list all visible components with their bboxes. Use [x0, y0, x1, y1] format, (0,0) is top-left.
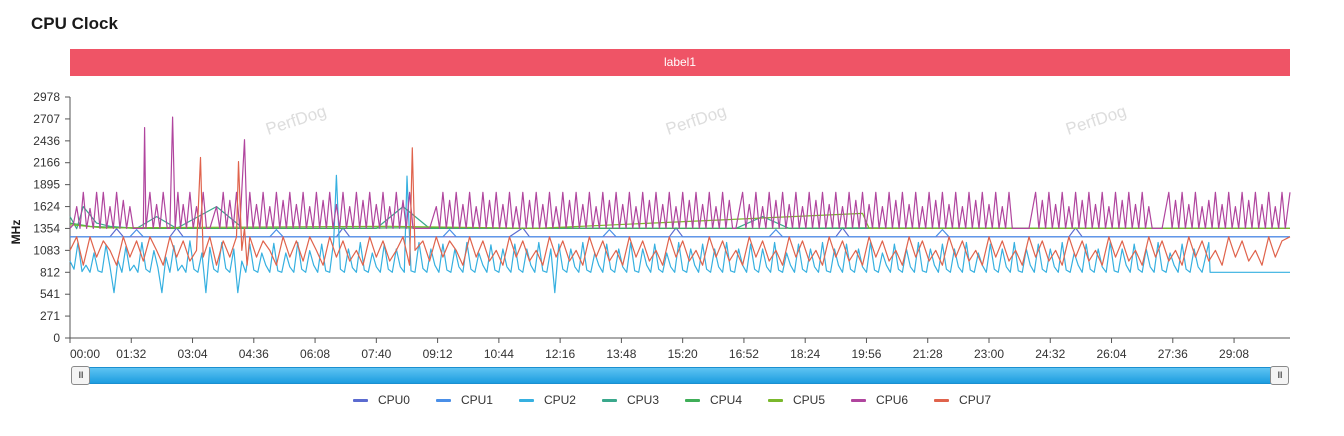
y-tick-label: 1624: [33, 200, 60, 214]
x-tick-label: 21:28: [913, 347, 943, 361]
x-tick-label: 13:48: [606, 347, 636, 361]
legend-item-cpu4[interactable]: CPU4: [685, 393, 742, 407]
x-tick-label: 23:00: [974, 347, 1004, 361]
series-line-cpu4: [69, 222, 1291, 229]
legend-swatch: [768, 398, 784, 402]
x-tick-label: 09:12: [423, 347, 453, 361]
legend-item-cpu3[interactable]: CPU3: [601, 393, 659, 407]
legend-swatch: [685, 398, 700, 402]
label-bar[interactable]: label1: [70, 49, 1290, 76]
legend-swatch: [435, 398, 451, 402]
watermark-text: PerfDog: [263, 101, 328, 138]
legend-label: CPU7: [959, 393, 992, 407]
zoom-slider-track[interactable]: [71, 367, 1289, 384]
series-line-cpu1: [70, 229, 1290, 238]
y-axis-label: MHz: [9, 220, 23, 245]
legend-label: CPU6: [876, 393, 909, 407]
y-tick-label: 1895: [33, 178, 60, 192]
x-tick-label: 10:44: [484, 347, 514, 361]
y-tick-label: 2166: [33, 156, 60, 170]
series-line-cpu5: [69, 212, 1290, 229]
series-line-cpu0: [70, 227, 1290, 238]
x-axis: 00:00 01:32 03:04 04:36 06:08 07:40 09:12 10:44…: [69, 337, 1290, 361]
legend-swatch: [851, 398, 867, 402]
zoom-slider-left-handle[interactable]: III: [71, 366, 90, 385]
x-tick-label: 19:56: [851, 347, 881, 361]
x-tick-label: 12:16: [545, 347, 575, 361]
legend-label: CPU1: [460, 393, 493, 407]
x-tick-label: 06:08: [300, 347, 330, 361]
series-lines: [69, 116, 1291, 294]
legend-item-cpu1[interactable]: CPU1: [435, 393, 493, 407]
y-axis: 0 271 541 812 1083 1354 1624 1895 2166 2436 2707 29…: [33, 90, 71, 345]
legend-label: CPU5: [793, 393, 826, 407]
watermarks: PerfDog PerfDog PerfDog: [263, 101, 1128, 138]
watermark-text: PerfDog: [663, 101, 728, 138]
legend-swatch: [601, 398, 617, 402]
y-tick-label: 271: [40, 309, 60, 323]
x-tick-label: 03:04: [178, 347, 208, 361]
y-tick-label: 541: [40, 287, 60, 301]
legend-item-cpu5[interactable]: CPU5: [768, 393, 825, 407]
legend-label: CPU3: [626, 393, 659, 407]
y-tick-label: 0: [53, 331, 60, 345]
legend-swatch: [518, 398, 534, 402]
x-tick-label: 29:08: [1219, 347, 1249, 361]
series-line-cpu6: [69, 116, 1291, 229]
legend-swatch: [352, 398, 368, 402]
page-title: CPU Clock: [31, 14, 118, 33]
y-tick-label: 2978: [33, 90, 60, 104]
y-tick-label: 2707: [33, 112, 60, 126]
x-tick-label: 01:32: [116, 347, 146, 361]
watermark-text: PerfDog: [1063, 101, 1128, 138]
x-tick-label: 16:52: [729, 347, 759, 361]
y-tick-label: 812: [40, 265, 60, 279]
legend-item-cpu2[interactable]: CPU2: [518, 393, 576, 407]
x-tick-label: 04:36: [239, 347, 269, 361]
legend-label: CPU4: [710, 393, 743, 407]
legend-item-cpu0[interactable]: CPU0: [352, 393, 410, 407]
y-tick-label: 1354: [33, 221, 60, 235]
legend-item-cpu7[interactable]: CPU7: [934, 393, 991, 407]
legend-swatch: [934, 398, 950, 402]
y-tick-label: 1083: [33, 243, 60, 257]
x-tick-label: 18:24: [790, 347, 820, 361]
x-tick-label: 24:32: [1035, 347, 1065, 361]
zoom-slider-right-handle[interactable]: III: [1270, 366, 1289, 385]
series-line-cpu2: [69, 174, 1290, 294]
x-tick-label: 27:36: [1158, 347, 1188, 361]
legend-label: CPU2: [543, 393, 576, 407]
x-tick-label: 15:20: [668, 347, 698, 361]
legend-item-cpu6[interactable]: CPU6: [851, 393, 908, 407]
y-tick-label: 2436: [33, 134, 60, 148]
legend-label: CPU0: [377, 393, 410, 407]
x-tick-label: 26:04: [1097, 347, 1127, 361]
x-tick-label: 00:00: [70, 347, 100, 361]
series-line-cpu7: [69, 147, 1291, 266]
legend: CPU0 CPU1 CPU2 CPU3 CPU4 CPU5 CPU6 CPU7: [0, 393, 1344, 407]
x-tick-label: 07:40: [361, 347, 391, 361]
